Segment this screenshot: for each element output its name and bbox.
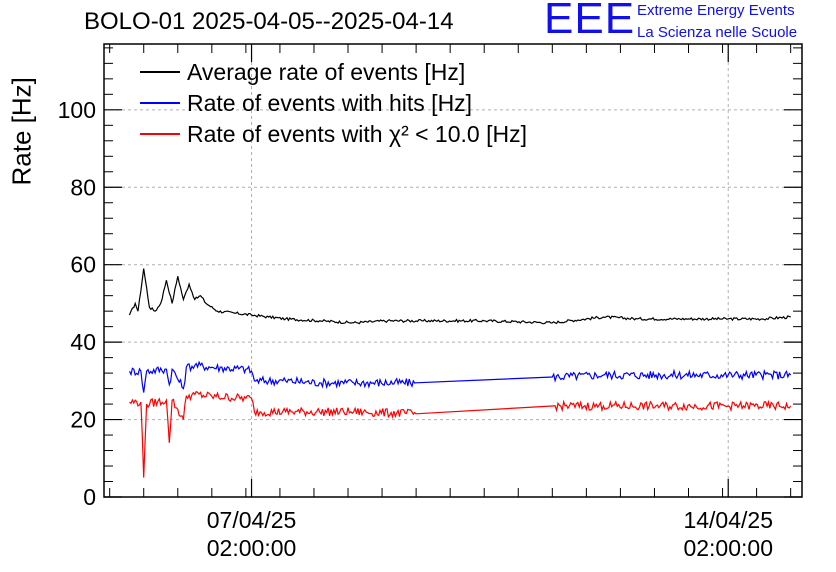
y-tick-label: 0: [83, 484, 96, 510]
y-tick-label: 60: [70, 252, 96, 278]
y-tick-label: 100: [58, 97, 96, 123]
eee-logo: EEE: [544, 0, 636, 43]
x-tick-time: 02:00:00: [683, 535, 773, 561]
series-lines: [128, 268, 792, 478]
legend-label-2: Rate of events with χ² < 10.0 [Hz]: [187, 121, 527, 147]
x-tick-label: 14/04/25 02:00:00: [648, 506, 808, 562]
x-tick-date: 07/04/25: [206, 507, 297, 533]
logo-line-1: Extreme Energy Events: [637, 2, 795, 19]
legend-label-1: Rate of events with hits [Hz]: [187, 90, 472, 116]
plot-frame: [103, 43, 803, 498]
series-line-2: [129, 390, 792, 478]
y-tick-label: 20: [70, 407, 96, 433]
x-tick-label: 07/04/25 02:00:00: [172, 506, 332, 562]
grid-lines: [104, 44, 802, 497]
y-tick-label: 80: [70, 174, 96, 200]
logo-line-2: La Scienza nelle Scuole: [637, 24, 798, 41]
series-line-0: [128, 268, 791, 325]
chart-title: BOLO-01 2025-04-05--2025-04-14: [84, 8, 454, 35]
y-tick-label: 40: [70, 329, 96, 355]
axis-ticks: 0 20 40 60 80 100: [58, 44, 802, 510]
series-line-1: [128, 360, 792, 393]
x-tick-date: 14/04/25: [683, 507, 773, 533]
legend: Average rate of events [Hz] Rate of event…: [140, 59, 527, 147]
x-tick-time: 02:00:00: [206, 535, 297, 561]
legend-label-0: Average rate of events [Hz]: [187, 59, 465, 85]
